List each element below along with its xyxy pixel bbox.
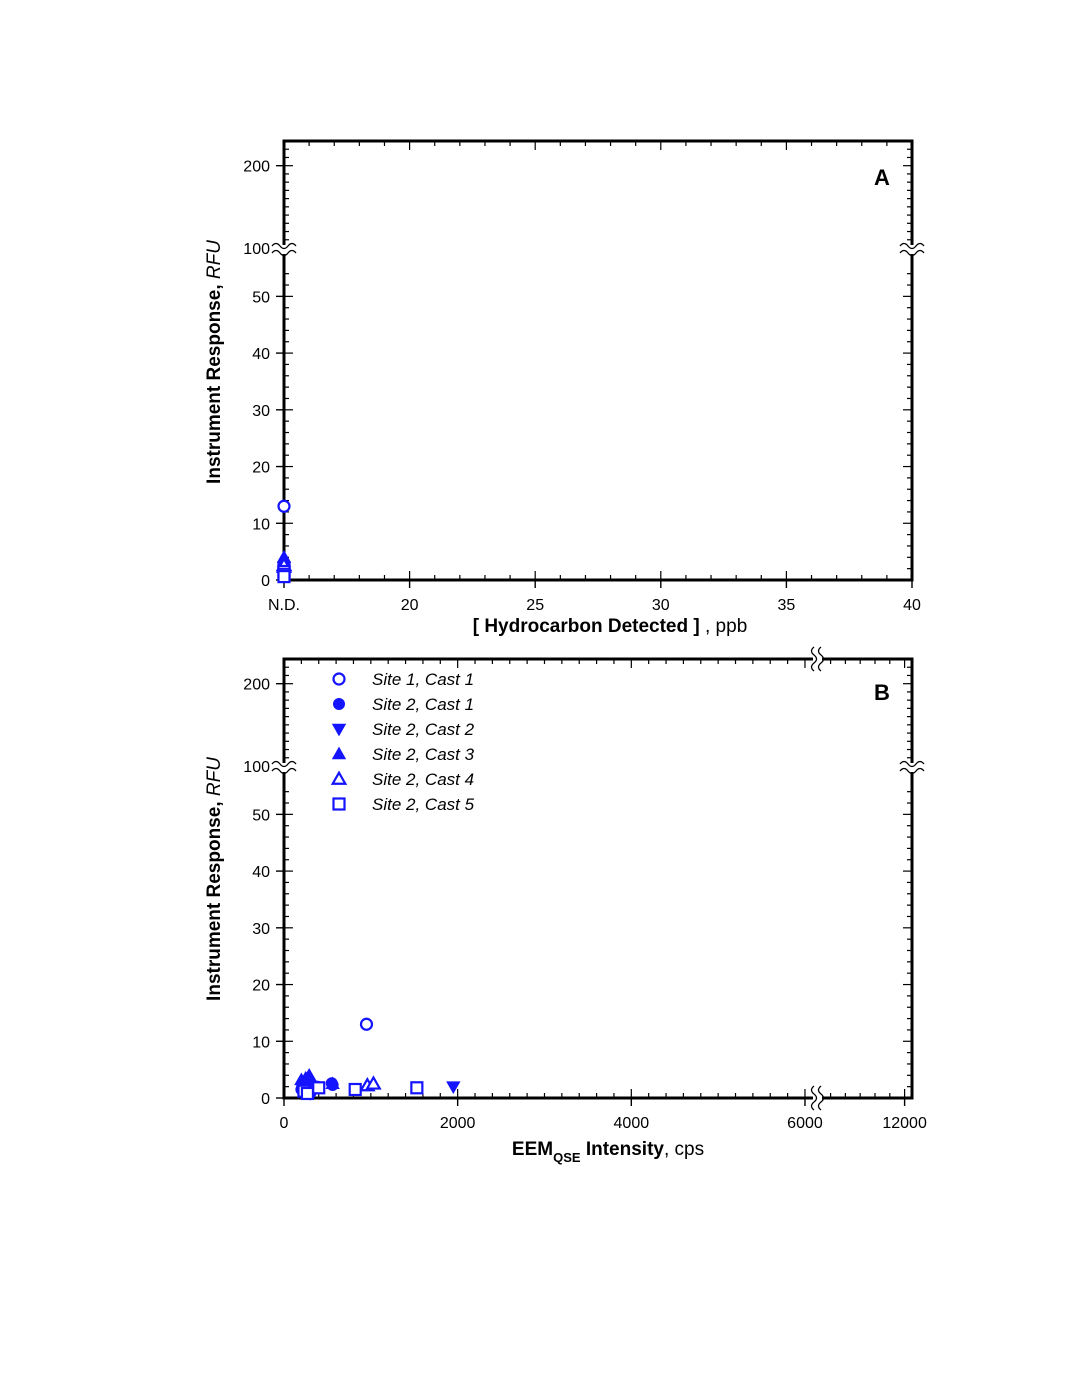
panel-a-y-break-right-gap <box>902 245 922 254</box>
panel-a-x-tick-label: 25 <box>526 597 544 614</box>
panel-b-y-break-left-gap <box>274 763 294 772</box>
panel-b-point-circle-open <box>359 1017 374 1031</box>
panel-a-y-axis-title: Instrument Response, RFU <box>204 240 225 484</box>
panel-b-y-tick-label: 200 <box>243 677 270 694</box>
panel-a-y-break-right-upper <box>899 242 925 250</box>
panel-b-y-break-left <box>271 760 297 775</box>
panel-b-y-tick-label: 0 <box>261 1091 270 1108</box>
panel-a-letter: A <box>874 165 890 190</box>
panel-b-x-break-bottom <box>810 1085 825 1111</box>
panel-b-x-tick-label: 4000 <box>614 1115 650 1132</box>
legend-label: Site 2, Cast 5 <box>372 795 475 814</box>
panel-b-x-break-top-right <box>817 646 825 672</box>
panel-b-x-tick-label: 2000 <box>440 1115 476 1132</box>
panel-b-marks <box>294 1017 461 1101</box>
panel-a-x-tick-label: N.D. <box>268 597 300 614</box>
panel-a-y-tick-label: 100 <box>243 241 270 258</box>
panel-b-y-break-right-upper <box>899 760 925 768</box>
panel-a-y-tick-label: 20 <box>252 460 270 477</box>
panel-a-y-tick-label: 30 <box>252 403 270 420</box>
panel-a-y-break-right-lower <box>899 249 925 257</box>
panel-a-axes: 0 10 20 30 40 50 100 200 N.D. 20 25 30 35 40 <box>243 139 925 614</box>
panel-a-point-circle-open <box>277 499 291 513</box>
legend-marker-circle-open <box>332 672 346 686</box>
panel-b-legend: Site 1, Cast 1 Site 2, Cast 1 Site 2, Cast… <box>330 670 475 814</box>
panel-a-marks <box>275 499 293 584</box>
panel-a-x-tick-label: 40 <box>903 597 921 614</box>
legend-label: Site 2, Cast 4 <box>372 770 474 789</box>
panel-b-x-break-bottom-gap <box>813 1088 822 1108</box>
legend-label: Site 2, Cast 2 <box>372 720 475 739</box>
legend-label: Site 2, Cast 3 <box>372 745 475 764</box>
panel-b-x-tick-label: 12000 <box>882 1115 927 1132</box>
panel-b-y-tick-label: 40 <box>252 864 270 881</box>
panel-b-point-triangle-down-filled <box>446 1081 461 1094</box>
panel-a-y-tick-label: 10 <box>252 516 270 533</box>
panel-b-y-tick-label: 50 <box>252 807 270 824</box>
panel-b-x-tick-label: 6000 <box>787 1115 823 1132</box>
panel-a-y-break-left-upper <box>271 242 297 250</box>
panel-b-letter: B <box>874 680 890 705</box>
panel-b-y-break-right-lower <box>899 767 925 775</box>
panel-a-y-tick-label: 50 <box>252 289 270 306</box>
panel-a-y-break-left-lower <box>271 249 297 257</box>
panel-a-y-tick-label: 200 <box>243 159 270 176</box>
panel-b-x-break-bottom-right <box>817 1085 825 1111</box>
panel-b-plot-frame <box>282 657 914 1100</box>
panel-b-x-break-top <box>810 646 825 672</box>
panel-b-y-axis-title: Instrument Response, RFU <box>204 757 225 1001</box>
panel-b-y-break-left-upper <box>271 760 297 768</box>
panel-b-x-break-top-gap <box>813 649 822 669</box>
panel-b-y-tick-label: 10 <box>252 1034 270 1051</box>
legend-marker-triangle-up-open <box>330 770 348 785</box>
panel-b-point-square-open <box>410 1081 424 1095</box>
panel-b-x-tick-label: 0 <box>280 1115 289 1132</box>
legend-marker-square-open <box>332 797 346 811</box>
panel-b-point-square-open <box>300 1086 315 1101</box>
panel-a-x-axis-title: [ Hydrocarbon Detected ] , ppb <box>473 616 748 637</box>
panel-b-x-break-top-left <box>810 646 818 672</box>
legend-marker-triangle-down-filled <box>331 723 347 737</box>
panel-a: 0 10 20 30 40 50 100 200 N.D. 20 25 30 35 40 A [ Hydr… <box>204 139 925 637</box>
panel-b-x-axis-title: EEMQSE Intensity, cps <box>512 1139 704 1165</box>
panel-a-point-square-open <box>277 569 291 584</box>
panel-b-y-break-right <box>899 760 925 775</box>
legend-marker-circle-filled <box>333 698 345 710</box>
legend-marker-triangle-up-filled <box>331 746 347 760</box>
panel-a-y-break-left-gap <box>274 245 294 254</box>
panel-b-y-tick-label: 30 <box>252 921 270 938</box>
panel-b-point-square-open <box>312 1081 326 1095</box>
panel-a-x-tick-label: 30 <box>652 597 670 614</box>
legend-label: Site 1, Cast 1 <box>372 670 474 689</box>
panel-b-point-triangle-up-filled <box>325 1076 340 1090</box>
panel-b-point-square-open <box>348 1082 362 1097</box>
panel-a-y-break-right <box>899 242 925 257</box>
panel-b-y-tick-label: 100 <box>243 759 270 776</box>
panel-a-y-break-left <box>271 242 297 257</box>
panel-a-x-tick-label: 20 <box>401 597 419 614</box>
panel-b-x-break-bottom-left <box>810 1085 818 1111</box>
panel-a-plot-frame <box>282 139 914 582</box>
panel-b-y-break-left-lower <box>271 767 297 775</box>
panel-b-point-triangle-up-open <box>365 1075 382 1090</box>
panel-a-y-tick-label: 40 <box>252 346 270 363</box>
panel-b-y-break-right-gap <box>902 763 922 772</box>
legend-label: Site 2, Cast 1 <box>372 695 474 714</box>
panel-a-x-tick-label: 35 <box>778 597 796 614</box>
panel-b-y-tick-label: 20 <box>252 978 270 995</box>
panel-a-y-tick-label: 0 <box>261 573 270 590</box>
